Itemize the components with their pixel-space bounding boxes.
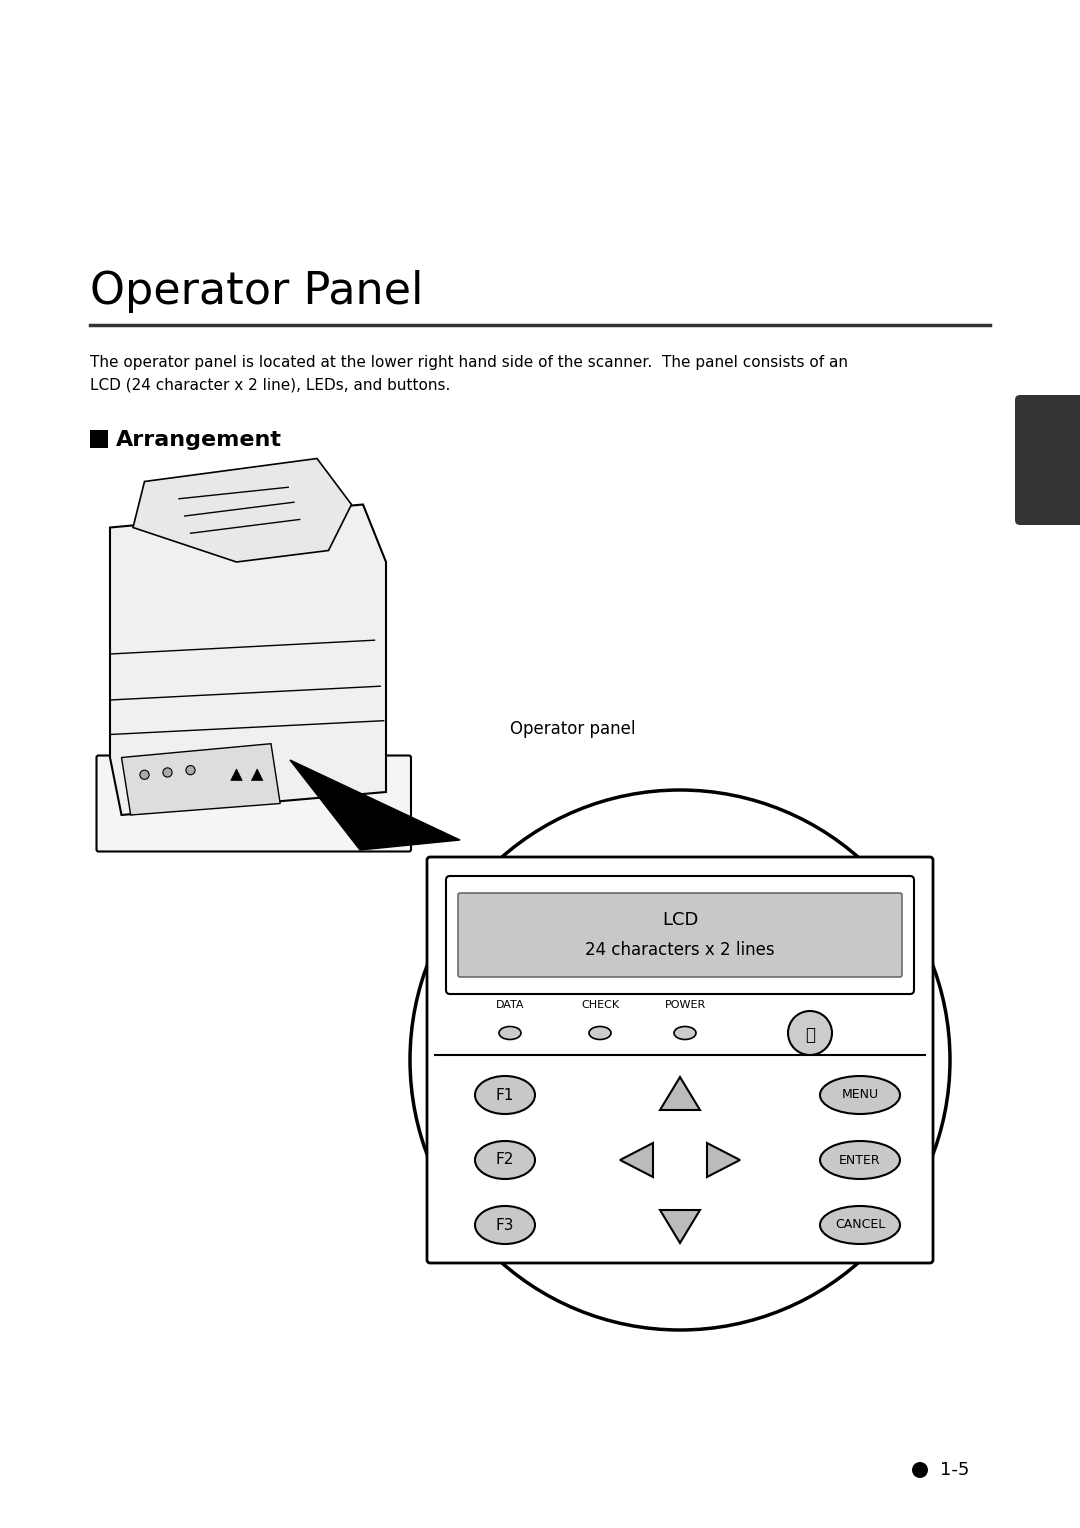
Text: CANCEL: CANCEL bbox=[835, 1218, 886, 1232]
Circle shape bbox=[788, 1012, 832, 1054]
Text: ⏻: ⏻ bbox=[805, 1025, 815, 1044]
Text: MENU: MENU bbox=[841, 1088, 878, 1102]
Text: POWER: POWER bbox=[664, 999, 705, 1010]
Text: 24 characters x 2 lines: 24 characters x 2 lines bbox=[585, 941, 774, 960]
Polygon shape bbox=[252, 769, 262, 781]
Text: DATA: DATA bbox=[496, 999, 524, 1010]
FancyBboxPatch shape bbox=[458, 892, 902, 976]
Ellipse shape bbox=[820, 1141, 900, 1180]
Circle shape bbox=[410, 790, 950, 1329]
Text: Operator panel: Operator panel bbox=[510, 720, 635, 738]
Ellipse shape bbox=[820, 1206, 900, 1244]
Polygon shape bbox=[660, 1077, 700, 1109]
Ellipse shape bbox=[499, 1027, 521, 1039]
Polygon shape bbox=[707, 1143, 740, 1177]
Text: 1-5: 1-5 bbox=[940, 1461, 970, 1479]
Text: F1: F1 bbox=[496, 1088, 514, 1103]
Circle shape bbox=[140, 770, 149, 779]
FancyBboxPatch shape bbox=[1015, 396, 1080, 526]
Ellipse shape bbox=[674, 1027, 696, 1039]
Text: CHECK: CHECK bbox=[581, 999, 619, 1010]
Bar bbox=[90, 429, 108, 448]
Ellipse shape bbox=[475, 1141, 535, 1180]
Ellipse shape bbox=[820, 1076, 900, 1114]
Text: F3: F3 bbox=[496, 1218, 514, 1233]
Text: F2: F2 bbox=[496, 1152, 514, 1167]
Text: Operator Panel: Operator Panel bbox=[90, 270, 423, 313]
Polygon shape bbox=[620, 1143, 653, 1177]
Polygon shape bbox=[660, 1210, 700, 1242]
Polygon shape bbox=[110, 504, 386, 814]
FancyBboxPatch shape bbox=[446, 876, 914, 995]
Circle shape bbox=[163, 769, 172, 778]
Polygon shape bbox=[121, 744, 280, 814]
Text: LCD: LCD bbox=[662, 911, 698, 929]
Circle shape bbox=[912, 1462, 928, 1478]
Text: The operator panel is located at the lower right hand side of the scanner.  The : The operator panel is located at the low… bbox=[90, 354, 848, 393]
FancyBboxPatch shape bbox=[96, 755, 411, 851]
Ellipse shape bbox=[475, 1206, 535, 1244]
Polygon shape bbox=[231, 769, 242, 781]
Polygon shape bbox=[291, 759, 460, 850]
Text: ENTER: ENTER bbox=[839, 1154, 881, 1166]
Ellipse shape bbox=[475, 1076, 535, 1114]
Text: Arrangement: Arrangement bbox=[116, 429, 282, 451]
FancyBboxPatch shape bbox=[427, 857, 933, 1264]
Circle shape bbox=[186, 766, 195, 775]
Polygon shape bbox=[133, 458, 351, 562]
Ellipse shape bbox=[589, 1027, 611, 1039]
